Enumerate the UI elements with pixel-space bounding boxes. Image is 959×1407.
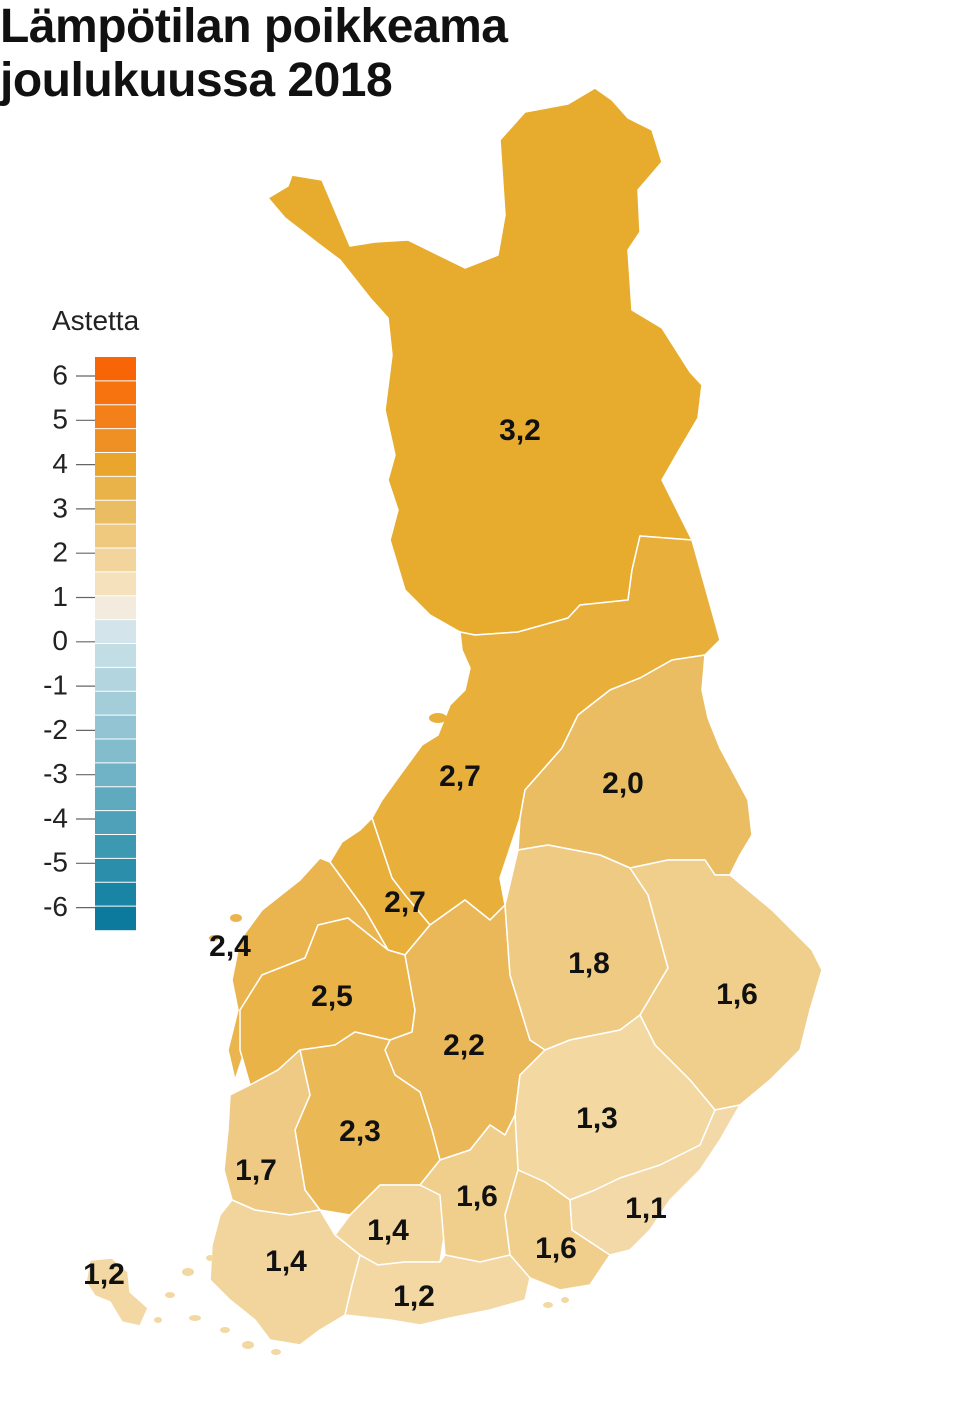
island	[454, 710, 466, 718]
island	[220, 1327, 230, 1333]
island	[165, 1292, 175, 1298]
legend-swatch	[95, 786, 136, 811]
island	[189, 1315, 201, 1321]
island	[206, 1255, 214, 1261]
label-lappi: 3,2	[499, 414, 541, 447]
region-pohjois-pohjanmaa	[371, 535, 721, 926]
label-etela-karjala: 1,1	[625, 1192, 667, 1225]
color-legend: 6 5 4 3 2 1 0 -1 -2 -3 -4 -5 -6	[43, 357, 136, 931]
legend-swatch	[95, 667, 136, 692]
label-varsinais-suomi: 1,4	[265, 1245, 307, 1278]
label-paijat-hame: 1,6	[456, 1180, 498, 1213]
legend-color-bar	[95, 357, 136, 931]
label-ahvenanmaa: 1,2	[83, 1258, 125, 1291]
legend-tick-label: 0	[52, 625, 68, 656]
island	[429, 713, 447, 723]
label-pohjois-pohjanmaa: 2,7	[439, 760, 481, 793]
legend-tick-label: -4	[43, 802, 68, 833]
label-pohjois-karjala: 1,6	[716, 978, 758, 1011]
legend-tick-label: -2	[43, 714, 68, 745]
legend-swatch	[95, 452, 136, 477]
legend-tick-label: -1	[43, 669, 68, 700]
legend-tick-label: 3	[52, 492, 68, 523]
island	[182, 1268, 194, 1276]
island	[561, 1297, 569, 1303]
label-etela-pohjanmaa: 2,5	[311, 980, 353, 1013]
legend-swatch	[95, 404, 136, 429]
island	[209, 935, 219, 941]
label-keski-suomi: 2,2	[443, 1029, 485, 1062]
island	[230, 914, 242, 922]
legend-swatch	[95, 715, 136, 740]
legend-tick-label: -3	[43, 758, 68, 789]
island	[242, 1341, 254, 1349]
island	[543, 1302, 553, 1308]
legend-swatch	[95, 548, 136, 573]
island	[271, 1349, 281, 1355]
legend-swatch	[95, 571, 136, 596]
island	[154, 1317, 162, 1323]
legend-swatch	[95, 428, 136, 453]
legend-tick-label: -5	[43, 847, 68, 878]
legend-tick-label: 1	[52, 581, 68, 612]
label-satakunta: 1,7	[235, 1154, 277, 1187]
legend-swatch	[95, 906, 136, 931]
region-lappi	[267, 87, 703, 636]
title-line-2: joulukuussa 2018	[0, 54, 393, 107]
legend-tick-label: 6	[52, 359, 68, 390]
label-pohjois-savo: 1,8	[568, 947, 610, 980]
region-uusimaa	[344, 1254, 531, 1326]
region-kymenlaakso	[504, 1169, 611, 1291]
legend-swatch	[95, 643, 136, 668]
legend-swatch	[95, 619, 136, 644]
legend-tick-label: 5	[52, 404, 68, 435]
legend-tick-label: 2	[52, 537, 68, 568]
label-kainuu: 2,0	[602, 767, 644, 800]
legend-swatch	[95, 882, 136, 907]
legend-swatch	[95, 834, 136, 859]
region-etela-karjala	[569, 1104, 741, 1256]
legend-title: Astetta	[52, 305, 140, 336]
archipelago-islands	[154, 710, 569, 1355]
label-etela-savo: 1,3	[576, 1102, 618, 1135]
legend-ticks: 6 5 4 3 2 1 0 -1 -2 -3 -4 -5 -6	[43, 359, 95, 922]
label-keski-pohjanmaa: 2,7	[384, 886, 426, 919]
legend-swatch	[95, 380, 136, 405]
label-uusimaa: 1,2	[393, 1280, 435, 1313]
legend-swatch	[95, 357, 136, 382]
title-line-1: Lämpötilan poikkeama	[0, 0, 508, 53]
label-kymenlaakso: 1,6	[535, 1232, 577, 1265]
legend-swatch	[95, 691, 136, 716]
map-title: Lämpötilan poikkeama joulukuussa 2018	[0, 0, 508, 108]
legend-tick-label: -6	[43, 891, 68, 922]
legend-swatch	[95, 762, 136, 787]
legend-swatch	[95, 476, 136, 501]
region-ahvenanmaa	[85, 1257, 149, 1327]
legend-swatch	[95, 524, 136, 549]
legend-swatch	[95, 858, 136, 883]
legend-swatch	[95, 595, 136, 620]
legend-swatch	[95, 810, 136, 835]
label-kanta-hame: 1,4	[367, 1214, 409, 1247]
legend-swatch	[95, 739, 136, 764]
legend-swatch	[95, 500, 136, 525]
region-varsinais-suomi	[209, 1199, 361, 1346]
label-pohjanmaa: 2,4	[209, 930, 251, 963]
label-pirkanmaa: 2,3	[339, 1115, 381, 1148]
legend-tick-label: 4	[52, 448, 68, 479]
